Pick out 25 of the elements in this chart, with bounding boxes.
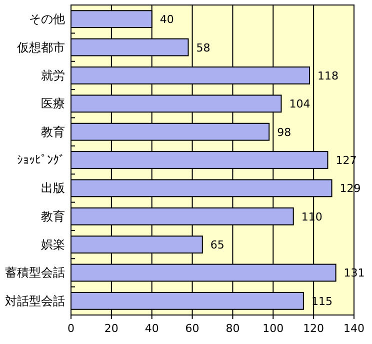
data-label: 65 [210,238,224,252]
data-label: 40 [160,13,174,26]
x-tick-label: 80 [226,322,240,335]
y-tick-label: その他 [29,12,65,26]
y-tick-label: 教育 [41,124,65,139]
x-tick-label: 140 [344,322,364,335]
x-tick-label: 120 [303,322,324,335]
y-tick-label: 出版 [41,181,65,196]
x-tick-label: 100 [262,322,284,335]
data-label: 104 [289,98,310,111]
y-tick-label: ｼｮｯﾋﾟﾝｸﾞ [17,153,65,167]
y-tick-label: 仮想都市 [16,40,65,54]
x-tick-label: 40 [144,322,159,335]
y-tick-label: 教育 [41,209,65,224]
y-tick-label: 蓄積型会話 [5,266,65,280]
y-tick-label: 娯楽 [41,238,65,252]
y-tick-label: 就労 [41,68,65,82]
data-label: 118 [318,69,339,82]
x-tick-label: 60 [185,322,200,335]
x-tick-label: 20 [104,322,118,335]
x-tick-label: 0 [68,322,74,335]
data-label: 58 [196,41,210,54]
data-label: 98 [277,126,292,139]
y-tick-label: 対話型会話 [5,294,65,308]
y-tick-label: 医療 [41,96,65,111]
